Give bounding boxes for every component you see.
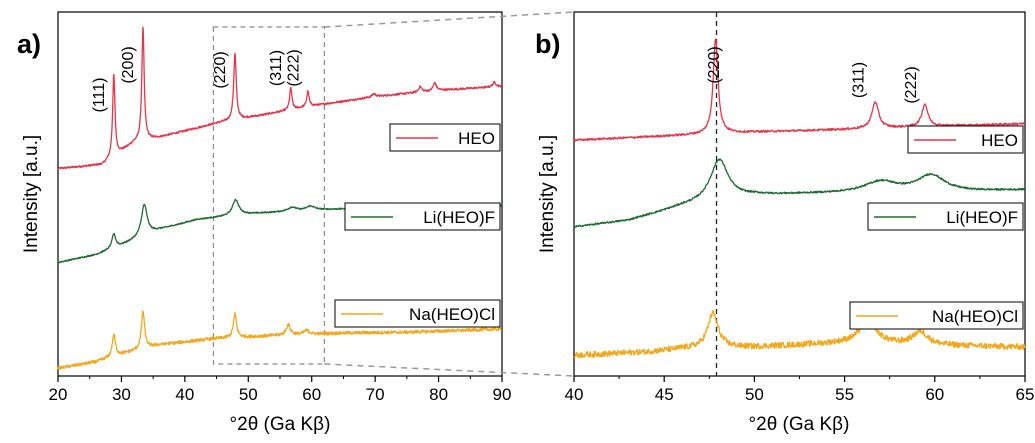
x-tick-label: 70 [366, 385, 385, 404]
panel-a-label: a) [17, 29, 41, 59]
x-tick-label: 60 [925, 385, 944, 404]
x-tick-label: 20 [49, 385, 68, 404]
panel-b-label: b) [535, 29, 560, 59]
legend-label: HEO [458, 129, 495, 148]
series-line-li-heo-f [573, 158, 1026, 229]
zoom-region-box [212, 26, 325, 365]
panel-a-ylabel: Intensity [a.u.] [21, 135, 42, 253]
peak-label: (111) [91, 78, 108, 113]
legend-label: Na(HEO)Cl [932, 307, 1018, 326]
peak-label: (311) [268, 50, 285, 86]
peak-label: (200) [120, 46, 137, 83]
panel-a-xlabel: °2θ (Ga Kβ) [230, 414, 331, 435]
x-tick-label: 65 [1016, 385, 1035, 404]
x-tick-label: 40 [565, 385, 584, 404]
legend-label: Na(HEO)Cl [409, 305, 495, 324]
x-tick-label: 40 [175, 385, 194, 404]
peak-label: (311) [850, 62, 867, 98]
legend-label: Li(HEO)F [946, 208, 1018, 227]
x-tick-label: 45 [655, 385, 674, 404]
peak-label: (220) [706, 46, 723, 83]
legend-label: HEO [981, 131, 1018, 150]
panel-b: 40 45 50 55 60 65 HEO Li(HEO)F Na(HEO)Cl (220) (31… [565, 12, 1035, 404]
x-tick-label: 30 [112, 385, 131, 404]
zoom-connector-top [324, 11, 575, 28]
x-tick-label: 50 [239, 385, 258, 404]
zoom-connector-bottom [324, 363, 575, 377]
legend-label: Li(HEO)F [423, 208, 495, 227]
peak-label: (220) [212, 51, 229, 88]
zoom-connector-lines [324, 11, 575, 377]
x-tick-label: 60 [302, 385, 321, 404]
x-tick-label: 80 [429, 385, 448, 404]
peak-label: (222) [903, 66, 920, 103]
x-tick-label: 50 [745, 385, 764, 404]
series-line-heo [57, 26, 503, 170]
panel-b-ylabel: Intensity [a.u.] [537, 135, 558, 253]
series-line-na-heo-cl [573, 310, 1026, 359]
panel-a: 20 30 40 50 60 70 80 90 HEO Li(HEO)F Na(HEO)Cl (111… [49, 26, 512, 404]
panel-b-xlabel: °2θ (Ga Kβ) [749, 414, 850, 435]
series-line-na-heo-cl [57, 310, 503, 370]
series-line-heo [573, 38, 1026, 142]
x-tick-label: 55 [835, 385, 854, 404]
peak-label: (222) [286, 49, 303, 86]
x-tick-label: 90 [493, 385, 512, 404]
